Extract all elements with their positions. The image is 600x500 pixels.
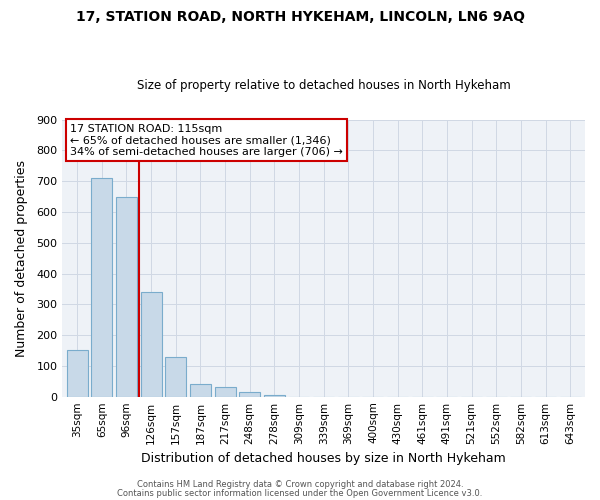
Text: 17, STATION ROAD, NORTH HYKEHAM, LINCOLN, LN6 9AQ: 17, STATION ROAD, NORTH HYKEHAM, LINCOLN… <box>76 10 524 24</box>
Bar <box>165 356 186 397</box>
Text: Contains HM Land Registry data © Crown copyright and database right 2024.: Contains HM Land Registry data © Crown c… <box>137 480 463 489</box>
Bar <box>116 196 137 396</box>
Bar <box>190 384 211 396</box>
Bar <box>91 178 112 396</box>
Bar <box>140 292 161 397</box>
Title: Size of property relative to detached houses in North Hykeham: Size of property relative to detached ho… <box>137 79 511 92</box>
Y-axis label: Number of detached properties: Number of detached properties <box>15 160 28 356</box>
Text: 17 STATION ROAD: 115sqm
← 65% of detached houses are smaller (1,346)
34% of semi: 17 STATION ROAD: 115sqm ← 65% of detache… <box>70 124 343 157</box>
Bar <box>215 387 236 396</box>
X-axis label: Distribution of detached houses by size in North Hykeham: Distribution of detached houses by size … <box>141 452 506 465</box>
Bar <box>264 395 285 396</box>
Bar <box>239 392 260 396</box>
Text: Contains public sector information licensed under the Open Government Licence v3: Contains public sector information licen… <box>118 488 482 498</box>
Bar <box>67 350 88 397</box>
